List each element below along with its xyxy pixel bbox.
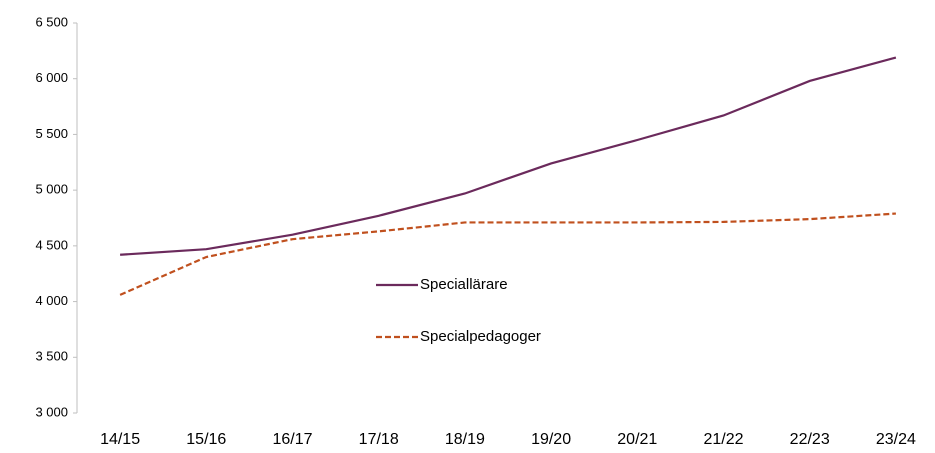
- y-tick-label: 4 500: [35, 237, 68, 252]
- y-tick-label: 5 000: [35, 182, 68, 197]
- y-tick-label: 5 500: [35, 126, 68, 141]
- y-tick-label: 6 000: [35, 70, 68, 85]
- y-tick-label: 3 000: [35, 404, 68, 419]
- legend-label: Speciallärare: [420, 276, 508, 293]
- x-tick-label: 20/21: [617, 431, 657, 448]
- x-tick-label: 14/15: [100, 431, 140, 448]
- x-tick-label: 17/18: [359, 431, 399, 448]
- legend-label: Specialpedagoger: [420, 328, 541, 345]
- y-tick-label: 6 500: [35, 14, 68, 29]
- y-tick-label: 3 500: [35, 349, 68, 364]
- x-tick-label: 21/22: [703, 431, 743, 448]
- x-tick-label: 23/24: [876, 431, 916, 448]
- y-tick-label: 4 000: [35, 293, 68, 308]
- line: [119, 212, 896, 296]
- x-tick-label: 18/19: [445, 431, 485, 448]
- x-tick-label: 19/20: [531, 431, 571, 448]
- line: [120, 56, 897, 256]
- x-tick-label: 16/17: [272, 431, 312, 448]
- x-tick-label: 15/16: [186, 431, 226, 448]
- x-tick-label: 22/23: [790, 431, 830, 448]
